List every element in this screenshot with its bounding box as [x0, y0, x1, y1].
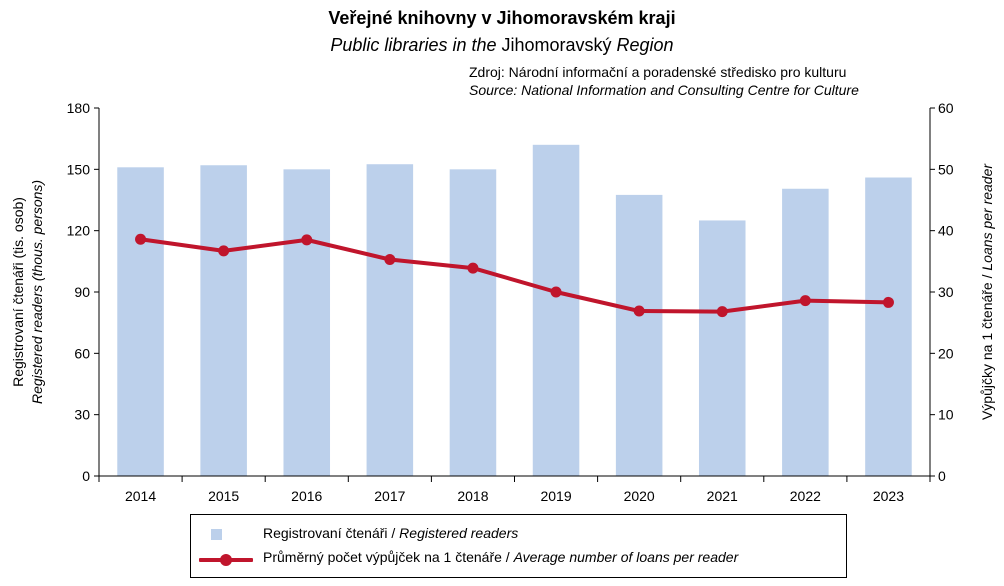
legend: Registrovaní čtenáři / Registered reader…	[190, 514, 847, 578]
y-right-tick-label: 40	[938, 223, 954, 239]
x-tick-label-2023: 2023	[873, 488, 904, 504]
x-tick-label-2019: 2019	[540, 488, 571, 504]
legend-bar-swatch	[211, 529, 222, 540]
bar-2022	[782, 188, 829, 476]
bar-2019	[532, 144, 580, 477]
loans-line	[140, 237, 889, 314]
subtitle-part-1: Public libraries in the	[330, 35, 497, 55]
loans-point-2020	[633, 305, 645, 317]
y-left-title-en: Registered readers (thous. persons)	[29, 180, 45, 404]
loans-point-2014	[135, 233, 147, 245]
y-right-title-cz: Výpůjčky na 1 čtenáře /	[979, 271, 995, 420]
y-left-tick-label: 0	[82, 468, 90, 484]
y-left-tick-label: 180	[67, 100, 91, 116]
chart-title: Veřejné knihovny v Jihomoravském kraji	[328, 8, 676, 28]
y-left-tick-label: 90	[74, 284, 90, 300]
bar-2014	[117, 167, 164, 477]
legend-line-en: Average number of loans per reader	[513, 549, 739, 565]
y-left-title-cz: Registrovaní čtenáři (tis. osob)	[10, 197, 26, 387]
y-right-tick-label: 50	[938, 161, 954, 177]
y-right-tick-label: 10	[938, 407, 954, 423]
loans-point-2018	[467, 262, 479, 274]
loans-point-2023	[882, 296, 894, 308]
y-right-title-en: Loans per reader	[979, 163, 995, 271]
y-right-tick-label: 0	[938, 468, 946, 484]
x-tick-label-2020: 2020	[624, 488, 655, 504]
y-right-tick-label: 30	[938, 284, 954, 300]
x-tick-label-2018: 2018	[457, 488, 488, 504]
bar-2020	[615, 194, 663, 476]
subtitle-part-3: Region	[616, 35, 674, 55]
x-tick-label-2017: 2017	[374, 488, 405, 504]
source-cz: Zdroj: Národní informační a poradenské s…	[469, 64, 847, 80]
bar-2023	[865, 177, 912, 476]
bars-group	[117, 144, 912, 477]
y-right-title: Výpůjčky na 1 čtenáře / Loans per reader	[979, 163, 995, 420]
y-left-tick-label: 30	[74, 407, 90, 423]
axes-group	[94, 107, 935, 482]
bar-2015	[200, 165, 247, 476]
chart-area: 0 30 60 90 120 150 180 0 10 20 30 40 50 60 2014 2015 201…	[10, 100, 995, 504]
loans-point-2015	[218, 245, 230, 257]
bar-2021	[698, 220, 746, 476]
labels-group: 0 30 60 90 120 150 180 0 10 20 30 40 50 60 2014 2015 201…	[10, 100, 995, 504]
loans-point-2021	[716, 306, 728, 318]
y-left-tick-label: 60	[74, 345, 90, 361]
source-en: Source: National Information and Consult…	[469, 82, 859, 98]
bar-2018	[449, 169, 497, 477]
legend-bars-cz: Registrovaní čtenáři /	[263, 525, 400, 541]
line-group	[135, 233, 894, 318]
x-tick-label-2015: 2015	[208, 488, 239, 504]
chart-subtitle: Public libraries in the Jihomoravský Reg…	[0, 35, 1004, 56]
legend-line-cz: Průměrný počet výpůjček na 1 čtenáře /	[263, 549, 514, 565]
x-tick-label-2014: 2014	[125, 488, 156, 504]
subtitle-part-2: Jihomoravský	[496, 35, 617, 55]
legend-bars-en: Registered readers	[399, 525, 519, 541]
y-right-tick-label: 20	[938, 345, 954, 361]
loans-point-2022	[799, 295, 811, 307]
x-tick-label-2016: 2016	[291, 488, 322, 504]
y-right-tick-label: 60	[938, 100, 954, 116]
x-tick-label-2022: 2022	[790, 488, 821, 504]
loans-point-2016	[301, 234, 313, 246]
loans-point-2019	[550, 286, 562, 298]
y-left-tick-label: 150	[67, 161, 91, 177]
loans-point-2017	[384, 253, 396, 265]
bar-2017	[366, 164, 414, 476]
bar-2016	[283, 169, 331, 477]
y-left-tick-label: 120	[67, 223, 91, 239]
legend-line-marker	[220, 554, 232, 566]
x-tick-label-2021: 2021	[707, 488, 738, 504]
